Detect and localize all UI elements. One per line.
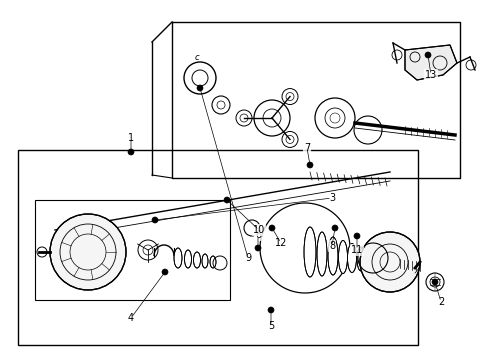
- Text: 6: 6: [254, 230, 261, 240]
- Ellipse shape: [193, 252, 200, 268]
- Bar: [18, 150, 417, 345]
- Circle shape: [162, 269, 168, 275]
- Ellipse shape: [304, 227, 315, 277]
- Text: c: c: [194, 53, 199, 62]
- Text: 9: 9: [244, 253, 250, 263]
- Circle shape: [197, 85, 203, 91]
- Circle shape: [268, 225, 274, 231]
- Circle shape: [254, 245, 261, 251]
- Ellipse shape: [184, 250, 191, 268]
- Text: 5: 5: [267, 321, 274, 331]
- Circle shape: [224, 197, 229, 203]
- Ellipse shape: [209, 256, 216, 268]
- Circle shape: [359, 232, 419, 292]
- Circle shape: [306, 162, 312, 168]
- Ellipse shape: [327, 237, 337, 275]
- Text: 2: 2: [437, 297, 443, 307]
- Ellipse shape: [202, 254, 207, 268]
- Circle shape: [50, 214, 126, 290]
- Bar: [35, 200, 229, 300]
- Ellipse shape: [356, 247, 364, 271]
- Circle shape: [128, 149, 134, 155]
- Polygon shape: [404, 45, 456, 80]
- Circle shape: [431, 279, 437, 285]
- Text: 8: 8: [328, 241, 334, 251]
- Circle shape: [152, 217, 158, 223]
- Text: 3: 3: [328, 193, 334, 203]
- Ellipse shape: [347, 243, 356, 273]
- Ellipse shape: [174, 248, 182, 268]
- Circle shape: [424, 52, 430, 58]
- Ellipse shape: [316, 232, 326, 276]
- Text: 13: 13: [424, 70, 436, 80]
- Circle shape: [353, 233, 359, 239]
- Text: 11: 11: [350, 245, 363, 255]
- Circle shape: [331, 225, 337, 231]
- Text: 4: 4: [128, 313, 134, 323]
- Text: 1: 1: [128, 133, 134, 143]
- Ellipse shape: [338, 240, 347, 274]
- Circle shape: [267, 307, 273, 313]
- Text: 7: 7: [303, 143, 309, 153]
- Text: 10: 10: [252, 225, 264, 235]
- Text: 12: 12: [274, 238, 286, 248]
